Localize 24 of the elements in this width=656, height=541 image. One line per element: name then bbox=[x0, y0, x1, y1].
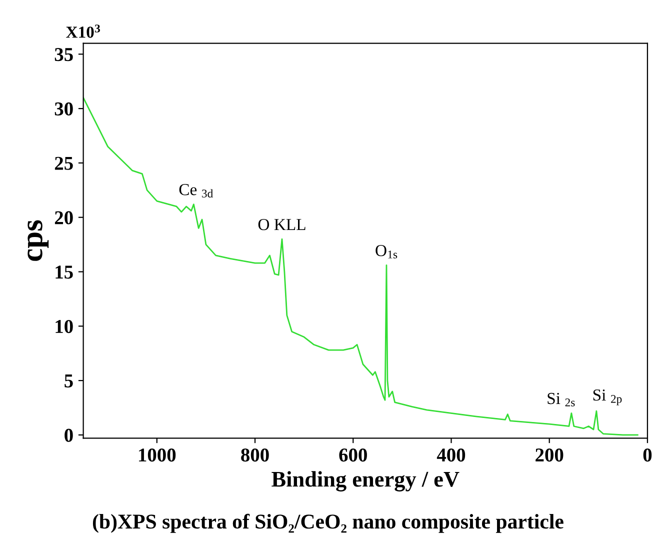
x-tick-label: 0 bbox=[643, 448, 652, 462]
x-tick-label: 800 bbox=[241, 448, 269, 462]
y-tick-label: 5 bbox=[64, 374, 73, 388]
annotation: Si $_{2s}$ bbox=[548, 392, 575, 406]
annotation: O KLL bbox=[258, 218, 306, 230]
y-tick-label: 35 bbox=[54, 48, 73, 62]
y-tick-label: 10 bbox=[56, 320, 73, 334]
y-tick-label: 15 bbox=[56, 266, 73, 279]
line-series bbox=[83, 96, 638, 436]
text: X10$^{3}$ bbox=[66, 24, 100, 38]
y-tick-label: 0 bbox=[64, 428, 73, 442]
x-axis-title: Binding energy / eV bbox=[272, 471, 460, 492]
text: (b)XPS spectra of SiO₂/CeO₂ nano composite particle bbox=[92, 514, 564, 533]
x-tick-label: 600 bbox=[339, 448, 367, 462]
x-tick-label: 1000 bbox=[139, 448, 176, 462]
x-tick-label: 400 bbox=[436, 448, 466, 462]
y-tick-label: 20 bbox=[54, 211, 73, 224]
annotation: Si $_{2p}$ bbox=[593, 389, 622, 406]
annotation: Ce $_{3d}$ bbox=[179, 184, 213, 198]
y-tick-label: 25 bbox=[54, 156, 73, 170]
x-tick-label: 200 bbox=[536, 448, 564, 462]
annotation: O$_{1s}$ bbox=[376, 244, 398, 258]
y-axis-title: cps bbox=[28, 220, 49, 261]
y-tick-label: 30 bbox=[54, 102, 73, 116]
